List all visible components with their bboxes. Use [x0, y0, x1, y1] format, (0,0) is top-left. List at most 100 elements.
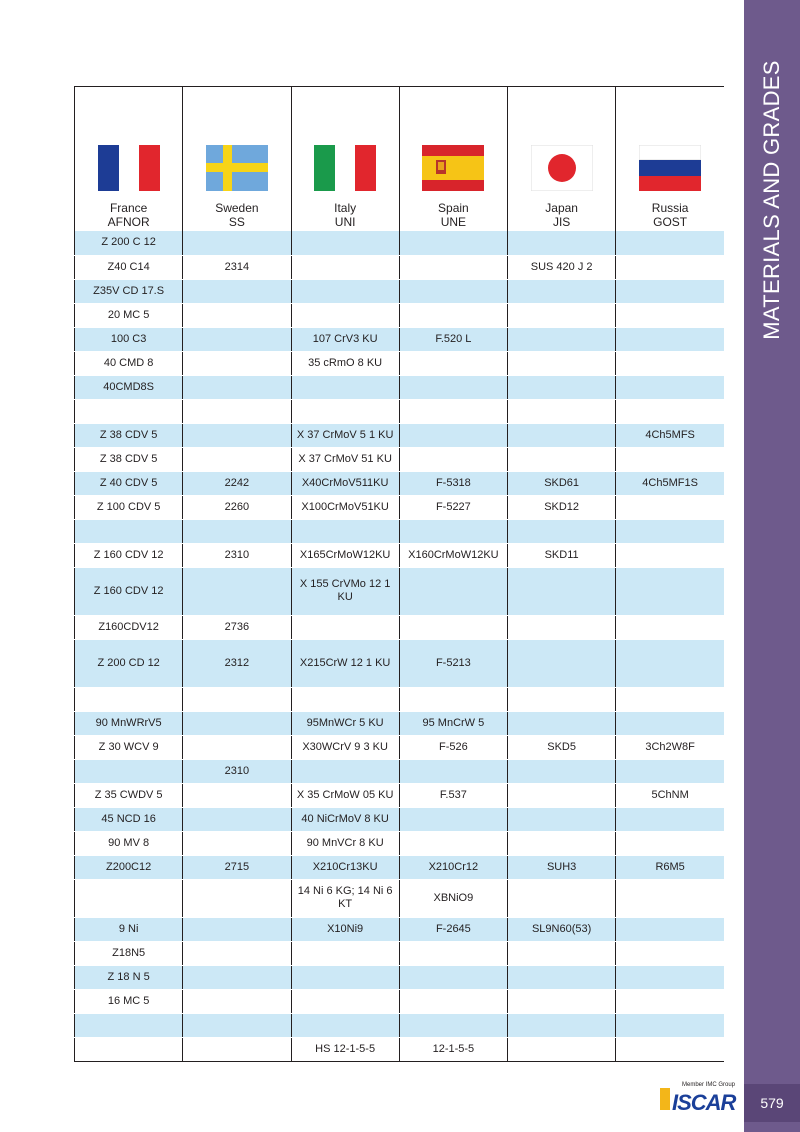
spain-flag-icon — [422, 145, 485, 191]
page-number: 579 — [744, 1084, 800, 1122]
table-cell — [182, 807, 292, 832]
table-cell — [399, 399, 509, 424]
table-cell: HS 12-1-5-5 — [291, 1037, 400, 1062]
table-cell — [291, 941, 400, 966]
country-label: Japan — [545, 201, 578, 215]
table-cell: Z 200 C 12 — [73, 231, 184, 256]
table-cell — [507, 519, 617, 544]
table-row: Z35V CD 17.S — [73, 279, 724, 304]
table-cell — [291, 255, 400, 280]
table-cell — [615, 879, 724, 918]
table-cell: 40CMD8S — [73, 375, 184, 400]
table-cell — [507, 807, 617, 832]
table-row: Z 30 WCV 9 X30WCrV 9 3 KU F-526 SKD5 3Ch2W8F — [73, 735, 724, 760]
table-cell — [182, 375, 292, 400]
table-cell — [399, 375, 509, 400]
table-row: Z 18 N 5 — [73, 965, 724, 990]
table-cell: X 155 CrVMo 12 1 KU — [291, 567, 400, 616]
table-row: 9 Ni X10Ni9 F-2645 SL9N60(53) — [73, 917, 724, 942]
table-row: Z160CDV12 2736 — [73, 615, 724, 640]
table-cell: X10Ni9 — [291, 917, 400, 942]
table-cell — [615, 687, 724, 712]
table-cell — [507, 759, 617, 784]
table-cell — [615, 519, 724, 544]
table-cell — [615, 1037, 724, 1062]
table-cell: Z 160 CDV 12 — [73, 567, 184, 616]
table-cell: 95 MnCrW 5 — [399, 711, 509, 736]
japan-flag-icon — [530, 145, 593, 191]
table-cell — [507, 327, 617, 352]
table-cell — [507, 1013, 617, 1038]
country-label: Sweden — [215, 201, 259, 215]
table-cell — [615, 399, 724, 424]
table-cell — [507, 879, 617, 918]
table-cell: Z200C12 — [73, 855, 184, 880]
standard-label: GOST — [653, 215, 688, 229]
table-cell — [291, 989, 400, 1014]
table-cell — [615, 965, 724, 990]
table-cell — [615, 639, 724, 688]
table-cell: 90 MnWRrV5 — [73, 711, 184, 736]
sidebar — [744, 0, 800, 1132]
table-cell: SL9N60(53) — [507, 917, 617, 942]
table-cell: X40CrMoV511KU — [291, 471, 400, 496]
table-cell — [182, 879, 292, 918]
table-cell — [291, 303, 400, 328]
table-cell — [182, 327, 292, 352]
table-row — [73, 519, 724, 544]
table-cell: SKD12 — [507, 495, 617, 520]
table-cell — [73, 1013, 184, 1038]
table-cell — [507, 351, 617, 376]
table-row: Z 160 CDV 12 2310 X165CrMoW12KU X160CrMoW12… — [73, 543, 724, 568]
table-row — [73, 687, 724, 712]
table-cell — [291, 399, 400, 424]
table-cell: 2260 — [182, 495, 292, 520]
table-cell — [615, 807, 724, 832]
table-row: Z 100 CDV 5 2260 X100CrMoV51KU F-5227 SKD12 — [73, 495, 724, 520]
table-cell — [399, 351, 509, 376]
column-header-russia: Russia GOST — [615, 86, 724, 231]
sweden-flag-icon — [205, 145, 268, 191]
table-cell — [399, 1013, 509, 1038]
table-cell: 2312 — [182, 639, 292, 688]
table-cell: F.537 — [399, 783, 509, 808]
table-cell: 14 Ni 6 KG; 14 Ni 6 KT — [291, 879, 400, 918]
table-cell: 40 CMD 8 — [73, 351, 184, 376]
table-cell — [615, 375, 724, 400]
grades-table-wrapper: France AFNOR Sweden SS Italy UNI — [73, 86, 724, 1062]
table-cell: F-526 — [399, 735, 509, 760]
table-row: Z200C12 2715 X210Cr13KU X210Cr12 SUH3 R6M5 — [73, 855, 724, 880]
table-cell — [182, 735, 292, 760]
table-cell — [182, 917, 292, 942]
table-cell — [399, 279, 509, 304]
table-cell — [399, 615, 509, 640]
table-cell: 20 MC 5 — [73, 303, 184, 328]
table-cell: 2715 — [182, 855, 292, 880]
table-cell — [182, 303, 292, 328]
table-cell: Z18N5 — [73, 941, 184, 966]
table-cell — [399, 303, 509, 328]
table-cell: SKD11 — [507, 543, 617, 568]
table-cell — [507, 711, 617, 736]
table-cell — [615, 759, 724, 784]
column-header-sweden: Sweden SS — [182, 86, 292, 231]
table-cell — [291, 1013, 400, 1038]
table-cell — [291, 375, 400, 400]
table-row: 20 MC 5 — [73, 303, 724, 328]
table-cell: X215CrW 12 1 KU — [291, 639, 400, 688]
table-cell — [291, 965, 400, 990]
table-cell: 4Ch5MF1S — [615, 471, 724, 496]
table-cell: X210Cr12 — [399, 855, 509, 880]
country-label: France — [109, 201, 148, 215]
table-cell: Z 18 N 5 — [73, 965, 184, 990]
table-cell — [615, 989, 724, 1014]
standard-label: UNI — [334, 215, 356, 229]
table-cell: X160CrMoW12KU — [399, 543, 509, 568]
table-row: Z 200 C 12 — [73, 231, 724, 256]
table-cell — [73, 687, 184, 712]
table-cell — [182, 231, 292, 256]
table-row — [73, 399, 724, 424]
table-cell — [73, 759, 184, 784]
table-cell: X 37 CrMoV 5 1 KU — [291, 423, 400, 448]
table-cell — [507, 831, 617, 856]
